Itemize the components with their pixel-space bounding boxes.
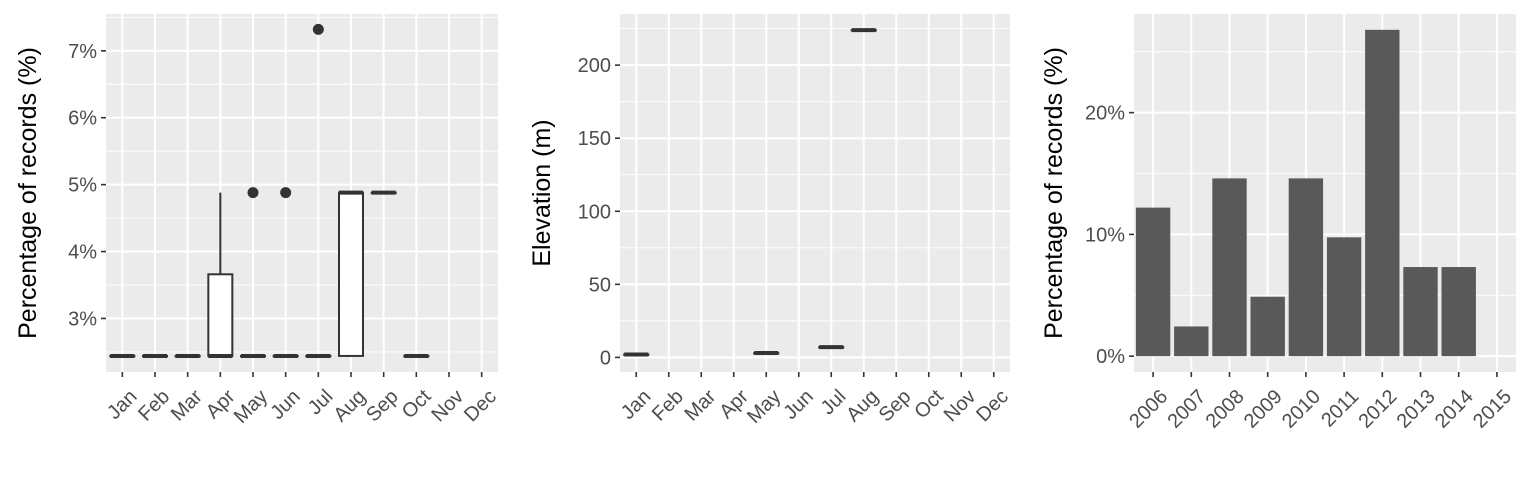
box-jul xyxy=(305,23,332,358)
x-tick-label: 2007 xyxy=(1163,386,1210,433)
bar-2011 xyxy=(1326,237,1362,357)
x-tick-label: May xyxy=(230,386,272,428)
x-tick-label: 2008 xyxy=(1202,386,1249,433)
x-tick-label: Aug xyxy=(842,386,883,427)
x-tick-label: 2009 xyxy=(1240,386,1287,433)
bar-2014 xyxy=(1441,267,1476,357)
bar-2007 xyxy=(1174,326,1209,357)
x-tick-label: Nov xyxy=(940,386,981,427)
box-jul xyxy=(818,345,845,350)
y-tick-label: 10% xyxy=(1085,224,1125,246)
box-body xyxy=(338,191,364,357)
y-tick-label: 100 xyxy=(578,201,611,223)
outlier-point xyxy=(312,23,324,35)
box-jan xyxy=(109,353,136,358)
x-tick-label: Mar xyxy=(680,385,720,425)
x-tick-label: Feb xyxy=(648,386,688,426)
x-tick-label: Sep xyxy=(362,386,403,427)
box-apr xyxy=(207,192,234,358)
y-tick-label: 200 xyxy=(578,55,611,77)
panel-3: 0% 10% 20% 20062007200820092010201120122013… xyxy=(1040,14,1516,433)
x-tick-label: Feb xyxy=(134,386,174,426)
box-aug xyxy=(338,190,364,357)
bar-2013 xyxy=(1403,267,1438,357)
box-body xyxy=(207,273,234,357)
x-tick-label: 2010 xyxy=(1278,386,1325,433)
bar-2012 xyxy=(1365,29,1400,357)
y-tick-label: 150 xyxy=(578,128,611,150)
x-tick-label: Jan xyxy=(103,386,141,424)
x-tick-label: 2013 xyxy=(1393,386,1440,433)
y-axis-title: Elevation (m) xyxy=(528,119,556,266)
x-tick-label: Mar xyxy=(167,385,207,425)
bar-2008 xyxy=(1212,178,1247,357)
x-tick-label: May xyxy=(743,386,785,428)
x-tick-label: Dec xyxy=(460,386,501,427)
x-tick-label: Nov xyxy=(427,386,468,427)
bar-2010 xyxy=(1288,178,1324,357)
x-tick-label: 2012 xyxy=(1354,386,1401,433)
box-feb xyxy=(142,353,168,358)
x-tick-label: 2011 xyxy=(1317,386,1363,432)
box-jan xyxy=(623,352,650,357)
y-tick-label: 50 xyxy=(589,274,611,296)
y-tick-label: 4% xyxy=(68,242,97,264)
y-tick-label: 0% xyxy=(1096,346,1125,368)
x-tick-label: Oct xyxy=(910,385,948,423)
outlier-point xyxy=(280,187,292,199)
x-tick-label: Jun xyxy=(266,386,304,424)
x-tick-label: Oct xyxy=(398,385,436,423)
x-tick-label: Jan xyxy=(617,386,655,424)
panel-background xyxy=(106,14,498,372)
x-tick-label: Aug xyxy=(329,386,370,427)
bar-2009 xyxy=(1250,296,1285,357)
y-axis-title: Percentage of records (%) xyxy=(1040,47,1068,339)
box-may xyxy=(240,187,266,358)
box-jun xyxy=(272,187,299,358)
y-tick-label: 5% xyxy=(68,175,97,197)
box-sep xyxy=(370,190,397,195)
box-mar xyxy=(174,353,201,358)
x-tick-label: 2006 xyxy=(1125,386,1172,433)
outlier-point xyxy=(247,187,259,199)
box-may xyxy=(753,351,780,356)
y-tick-label: 6% xyxy=(68,108,97,130)
y-tick-label: 7% xyxy=(68,41,97,63)
x-tick-label: 2014 xyxy=(1431,386,1478,433)
panel-background xyxy=(620,14,1010,372)
y-tick-label: 0 xyxy=(600,347,611,369)
y-tick-label: 20% xyxy=(1085,103,1125,125)
x-tick-label: Sep xyxy=(875,386,916,427)
x-tick-label: Jun xyxy=(780,386,818,424)
y-axis-title: Percentage of records (%) xyxy=(14,47,42,339)
y-tick-label: 3% xyxy=(68,308,97,330)
box-oct xyxy=(403,353,430,358)
box-aug xyxy=(850,28,877,33)
x-tick-label: 2015 xyxy=(1469,386,1516,433)
panel-2: 050100150200JanFebMarAprMayJunJulAugSepO… xyxy=(528,14,1013,428)
bar-2006 xyxy=(1135,207,1171,357)
x-tick-label: Dec xyxy=(972,386,1013,427)
